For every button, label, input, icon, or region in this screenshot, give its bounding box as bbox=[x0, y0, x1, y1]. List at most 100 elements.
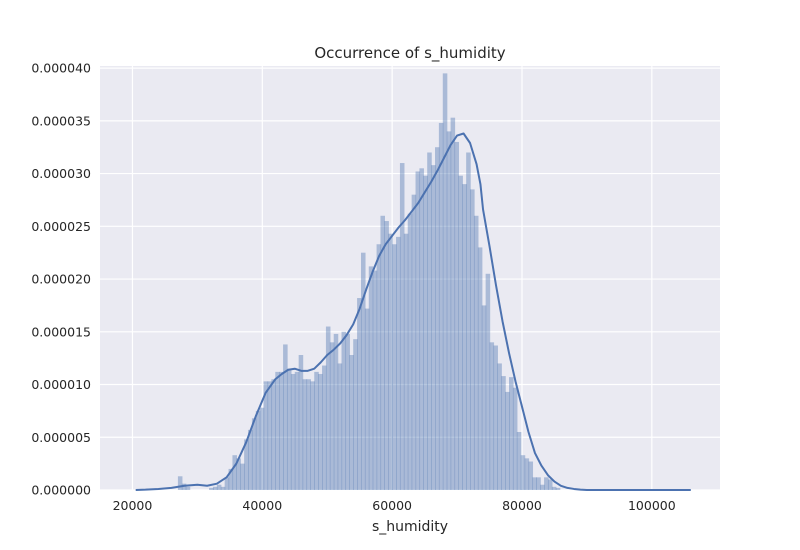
histogram-bar bbox=[454, 141, 460, 490]
histogram-bar bbox=[329, 342, 335, 490]
histogram-bar bbox=[220, 486, 226, 490]
histogram-bar bbox=[372, 270, 378, 490]
histogram-bar bbox=[466, 152, 471, 491]
histogram-bar bbox=[185, 486, 191, 490]
x-tick-label: 100000 bbox=[628, 498, 676, 513]
y-tick-label: 0.000020 bbox=[31, 272, 91, 287]
histogram-bar bbox=[212, 486, 218, 490]
histogram-bar bbox=[442, 73, 448, 490]
histogram-bar bbox=[345, 333, 350, 490]
histogram-bar bbox=[353, 339, 358, 490]
histogram-bar bbox=[279, 371, 284, 490]
histogram-bar bbox=[462, 184, 467, 491]
histogram-bar bbox=[380, 215, 386, 490]
y-tick-label: 0.000030 bbox=[31, 166, 91, 181]
histogram-bar bbox=[536, 477, 541, 490]
x-tick-label: 80000 bbox=[502, 498, 542, 513]
x-gridlines bbox=[131, 66, 653, 490]
histogram-bar bbox=[302, 379, 308, 490]
histogram-bar bbox=[267, 381, 273, 490]
histogram-bar bbox=[470, 189, 475, 490]
histogram-bar bbox=[544, 477, 549, 490]
histogram-bar bbox=[364, 308, 370, 490]
histogram-bar bbox=[177, 476, 183, 490]
histogram-bar bbox=[403, 233, 409, 491]
histogram-bar bbox=[290, 373, 296, 490]
histogram-bar bbox=[450, 117, 456, 491]
histogram-bar bbox=[376, 244, 382, 490]
histogram-bar bbox=[271, 379, 276, 490]
histogram-bar bbox=[485, 273, 491, 490]
histogram-bar bbox=[251, 418, 257, 490]
histogram-bar bbox=[325, 326, 331, 490]
histogram-bar bbox=[524, 458, 530, 490]
y-tick-label: 0.000010 bbox=[31, 377, 91, 392]
y-tick-label: 0.000025 bbox=[31, 219, 91, 234]
histogram-bar bbox=[520, 455, 526, 490]
histogram-bar bbox=[399, 163, 405, 490]
x-tick-label: 40000 bbox=[242, 498, 282, 513]
y-tick-label: 0.000015 bbox=[31, 324, 91, 339]
histogram-bar bbox=[236, 458, 241, 490]
y-axis-ticks: 0.000000 0.000005 0.000010 0.000015 0.000020… bbox=[31, 61, 91, 498]
histogram-bar bbox=[322, 365, 327, 490]
histogram-bar bbox=[431, 165, 436, 490]
y-tick-label: 0.000000 bbox=[31, 483, 91, 498]
histogram-bar bbox=[547, 479, 553, 490]
histogram-bar bbox=[477, 247, 483, 490]
histogram-bar bbox=[555, 487, 561, 490]
histogram-bar bbox=[306, 379, 311, 490]
histogram-bar bbox=[427, 152, 432, 491]
histogram-bar bbox=[294, 371, 300, 490]
histogram-bar bbox=[501, 376, 506, 490]
y-tick-label: 0.000040 bbox=[31, 61, 91, 76]
histogram-bar bbox=[540, 484, 545, 490]
histogram-bar bbox=[275, 371, 280, 490]
histogram-bar bbox=[446, 131, 452, 490]
kde-curve bbox=[135, 132, 691, 491]
histogram-bar bbox=[240, 463, 245, 490]
histogram-bar bbox=[255, 410, 261, 490]
histogram-bar bbox=[244, 439, 249, 490]
histogram-bar bbox=[493, 345, 498, 490]
histogram-bar bbox=[509, 377, 514, 490]
histogram-bar bbox=[368, 266, 374, 490]
histogram-bar bbox=[341, 331, 347, 490]
histogram-bar bbox=[528, 461, 534, 490]
histogram-bar bbox=[516, 431, 522, 490]
histogram-bar bbox=[396, 236, 401, 490]
histogram-bar bbox=[532, 477, 537, 490]
x-tick-label: 60000 bbox=[372, 498, 412, 513]
histogram-bar bbox=[458, 175, 463, 491]
histogram-bar bbox=[384, 221, 389, 490]
histogram-bar bbox=[497, 363, 502, 490]
x-axis-label: s_humidity bbox=[372, 519, 448, 535]
histogram-bar bbox=[438, 122, 444, 490]
histogram-bar bbox=[388, 233, 393, 491]
histogram-bar bbox=[228, 468, 234, 490]
histogram-bar bbox=[263, 381, 269, 490]
histogram-bar bbox=[481, 305, 487, 490]
x-tick-label: 20000 bbox=[113, 498, 153, 513]
histogram-bar bbox=[216, 484, 222, 490]
histogram-bar bbox=[434, 147, 440, 490]
y-tick-label: 0.000005 bbox=[31, 430, 91, 445]
histogram-bar bbox=[209, 487, 214, 490]
chart-title: Occurrence of s_humidity bbox=[314, 44, 505, 63]
histogram-bar bbox=[224, 477, 230, 490]
histogram-bar bbox=[333, 333, 339, 490]
histogram-bar bbox=[357, 298, 362, 490]
histogram-bar bbox=[407, 213, 413, 491]
histogram-bar bbox=[286, 368, 292, 490]
histogram-bar bbox=[259, 407, 265, 490]
histogram-bar bbox=[423, 175, 428, 491]
histogram-bar bbox=[232, 455, 237, 490]
histogram-bar bbox=[349, 354, 354, 490]
x-axis-ticks: 20000 40000 60000 80000 100000 bbox=[113, 498, 676, 513]
histogram-bar bbox=[318, 373, 323, 490]
histogram-bar bbox=[337, 363, 343, 490]
plot-area bbox=[100, 66, 720, 490]
histogram-bar bbox=[411, 194, 417, 490]
histogram-bar bbox=[489, 342, 495, 490]
